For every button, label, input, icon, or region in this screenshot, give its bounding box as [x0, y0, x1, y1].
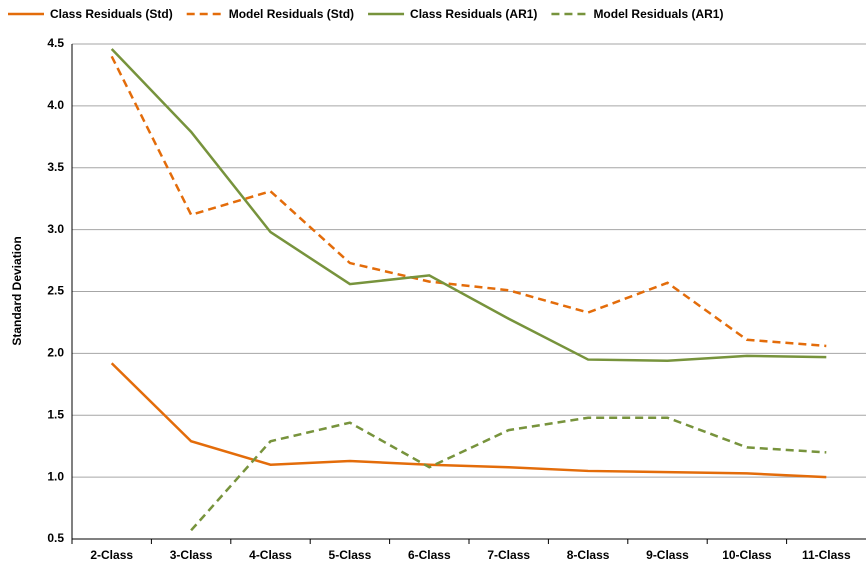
legend-label: Class Residuals (Std) — [50, 7, 173, 21]
x-tick-label: 11-Class — [802, 548, 851, 562]
y-tick-label: 1.0 — [47, 469, 64, 483]
x-tick-label: 6-Class — [408, 548, 451, 562]
x-tick-label: 2-Class — [90, 548, 133, 562]
x-tick-label: 8-Class — [567, 548, 610, 562]
y-tick-label: 2.5 — [47, 284, 64, 298]
y-tick-label: 2.0 — [47, 346, 64, 360]
x-tick-label: 4-Class — [249, 548, 292, 562]
series-line — [110, 362, 827, 479]
series-line — [110, 55, 827, 348]
y-tick-label: 4.0 — [47, 98, 64, 112]
y-tick-label: 3.5 — [47, 160, 64, 174]
legend-label: Class Residuals (AR1) — [410, 7, 537, 21]
x-tick-label: 7-Class — [487, 548, 530, 562]
y-tick-label: 1.5 — [47, 407, 64, 421]
x-tick-label: 10-Class — [722, 548, 772, 562]
y-tick-label: 4.5 — [47, 36, 64, 50]
y-tick-label: 3.0 — [47, 222, 64, 236]
series-line — [110, 48, 827, 363]
series-line — [190, 416, 827, 532]
y-axis-label: Standard Deviation — [10, 236, 24, 345]
legend-label: Model Residuals (AR1) — [593, 7, 723, 21]
x-tick-label: 5-Class — [329, 548, 372, 562]
legend-label: Model Residuals (Std) — [229, 7, 354, 21]
x-tick-label: 3-Class — [170, 548, 213, 562]
x-tick-label: 9-Class — [646, 548, 689, 562]
y-tick-label: 0.5 — [47, 531, 64, 545]
